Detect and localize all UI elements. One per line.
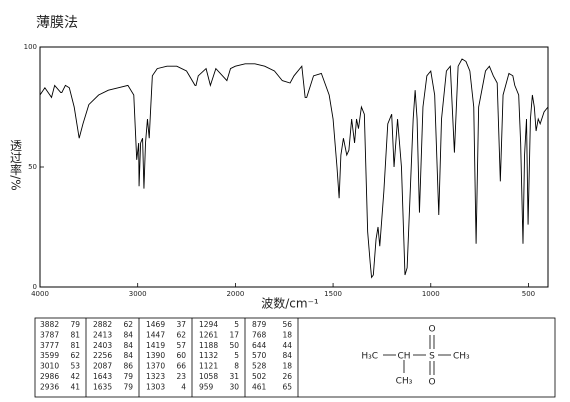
x-tick-label: 1500 bbox=[324, 290, 342, 298]
y-tick-label: 0 bbox=[33, 283, 37, 291]
peak-transmittance: 5 bbox=[234, 351, 239, 360]
peak-wavenumber: 879 bbox=[252, 320, 267, 329]
peak-wavenumber: 768 bbox=[252, 330, 267, 339]
peak-wavenumber: 1188 bbox=[199, 341, 218, 350]
peak-transmittance: 60 bbox=[176, 351, 186, 360]
y-tick-label: 100 bbox=[24, 43, 37, 51]
peak-wavenumber: 2986 bbox=[40, 372, 59, 381]
peak-transmittance: 17 bbox=[229, 330, 239, 339]
peak-wavenumber: 1323 bbox=[146, 372, 165, 381]
peak-wavenumber: 528 bbox=[252, 362, 267, 371]
peak-transmittance: 18 bbox=[282, 362, 292, 371]
peak-wavenumber: 2256 bbox=[93, 351, 112, 360]
peak-wavenumber: 2413 bbox=[93, 330, 112, 339]
peak-transmittance: 84 bbox=[282, 351, 292, 360]
peak-wavenumber: 570 bbox=[252, 351, 267, 360]
peak-transmittance: 66 bbox=[176, 362, 186, 371]
peak-transmittance: 31 bbox=[229, 372, 239, 381]
peak-wavenumber: 1058 bbox=[199, 372, 218, 381]
peak-wavenumber: 461 bbox=[252, 382, 267, 391]
peak-wavenumber: 3777 bbox=[40, 341, 59, 350]
peak-wavenumber: 1643 bbox=[93, 372, 112, 381]
atom: CH₃ bbox=[453, 352, 470, 362]
peak-wavenumber: 1419 bbox=[146, 341, 165, 350]
peak-transmittance: 79 bbox=[70, 320, 80, 329]
peak-transmittance: 18 bbox=[282, 330, 292, 339]
peak-transmittance: 65 bbox=[282, 382, 292, 391]
peak-transmittance: 62 bbox=[176, 330, 186, 339]
peak-transmittance: 62 bbox=[70, 351, 80, 360]
x-tick-label: 4000 bbox=[31, 290, 49, 298]
peak-wavenumber: 2087 bbox=[93, 362, 112, 371]
peak-transmittance: 81 bbox=[70, 330, 80, 339]
peak-transmittance: 84 bbox=[123, 341, 133, 350]
peak-wavenumber: 1635 bbox=[93, 382, 112, 391]
peak-transmittance: 30 bbox=[229, 382, 239, 391]
peak-transmittance: 41 bbox=[70, 382, 80, 391]
peak-transmittance: 53 bbox=[70, 362, 80, 371]
atom: O bbox=[428, 378, 435, 388]
y-tick-label: 50 bbox=[28, 163, 37, 171]
peak-wavenumber: 1447 bbox=[146, 330, 165, 339]
structure-bonds bbox=[383, 335, 451, 375]
peak-transmittance: 56 bbox=[282, 320, 292, 329]
peak-transmittance: 84 bbox=[123, 351, 133, 360]
peak-wavenumber: 644 bbox=[252, 341, 267, 350]
peak-transmittance: 42 bbox=[70, 372, 80, 381]
peak-wavenumber: 1132 bbox=[199, 351, 218, 360]
peak-transmittance: 57 bbox=[176, 341, 186, 350]
peak-wavenumber: 3787 bbox=[40, 330, 59, 339]
atom: S bbox=[429, 352, 435, 362]
peak-wavenumber: 1261 bbox=[199, 330, 218, 339]
x-tick-label: 1000 bbox=[422, 290, 440, 298]
table-frame bbox=[34, 317, 556, 398]
peak-wavenumber: 959 bbox=[199, 382, 214, 391]
peak-wavenumber: 3882 bbox=[40, 320, 59, 329]
peak-wavenumber: 2403 bbox=[93, 341, 112, 350]
spectrum-line bbox=[39, 58, 549, 279]
peak-transmittance: 8 bbox=[234, 362, 239, 371]
peak-transmittance: 5 bbox=[234, 320, 239, 329]
atom: H₃C bbox=[361, 352, 378, 362]
title: 薄膜法 bbox=[36, 15, 78, 31]
peak-wavenumber: 3599 bbox=[40, 351, 59, 360]
peak-wavenumber: 1294 bbox=[199, 320, 218, 329]
peak-transmittance: 84 bbox=[123, 330, 133, 339]
x-tick-label: 500 bbox=[522, 290, 535, 298]
x-tick-label: 2000 bbox=[226, 290, 244, 298]
atom: O bbox=[428, 325, 435, 335]
x-axis-label: 波数/cm⁻¹ bbox=[261, 296, 319, 311]
peak-wavenumber: 502 bbox=[252, 372, 267, 381]
x-tick-label: 3000 bbox=[129, 290, 147, 298]
peak-wavenumber: 2882 bbox=[93, 320, 112, 329]
peak-wavenumber: 1390 bbox=[146, 351, 165, 360]
peak-transmittance: 4 bbox=[181, 382, 186, 391]
plot-frame bbox=[39, 46, 549, 288]
peak-transmittance: 23 bbox=[176, 372, 186, 381]
peak-transmittance: 44 bbox=[282, 341, 292, 350]
peak-transmittance: 79 bbox=[123, 372, 133, 381]
peak-transmittance: 86 bbox=[123, 362, 133, 371]
peak-wavenumber: 1121 bbox=[199, 362, 218, 371]
peak-transmittance: 62 bbox=[123, 320, 133, 329]
peak-transmittance: 50 bbox=[229, 341, 239, 350]
peak-table: 3882 79 3787 81 3777 81 3599 62 3010 53 2986 42 2936… bbox=[40, 318, 299, 397]
peak-wavenumber: 3010 bbox=[40, 362, 59, 371]
peak-transmittance: 26 bbox=[282, 372, 292, 381]
atom: CH bbox=[397, 352, 410, 362]
peak-wavenumber: 1370 bbox=[146, 362, 165, 371]
peak-transmittance: 37 bbox=[176, 320, 186, 329]
peak-wavenumber: 2936 bbox=[40, 382, 59, 391]
peak-wavenumber: 1303 bbox=[146, 382, 165, 391]
peak-wavenumber: 1469 bbox=[146, 320, 165, 329]
y-axis-label: 透过率/% bbox=[9, 139, 23, 191]
atom: CH₃ bbox=[396, 377, 413, 387]
peak-transmittance: 79 bbox=[123, 382, 133, 391]
peak-transmittance: 81 bbox=[70, 341, 80, 350]
